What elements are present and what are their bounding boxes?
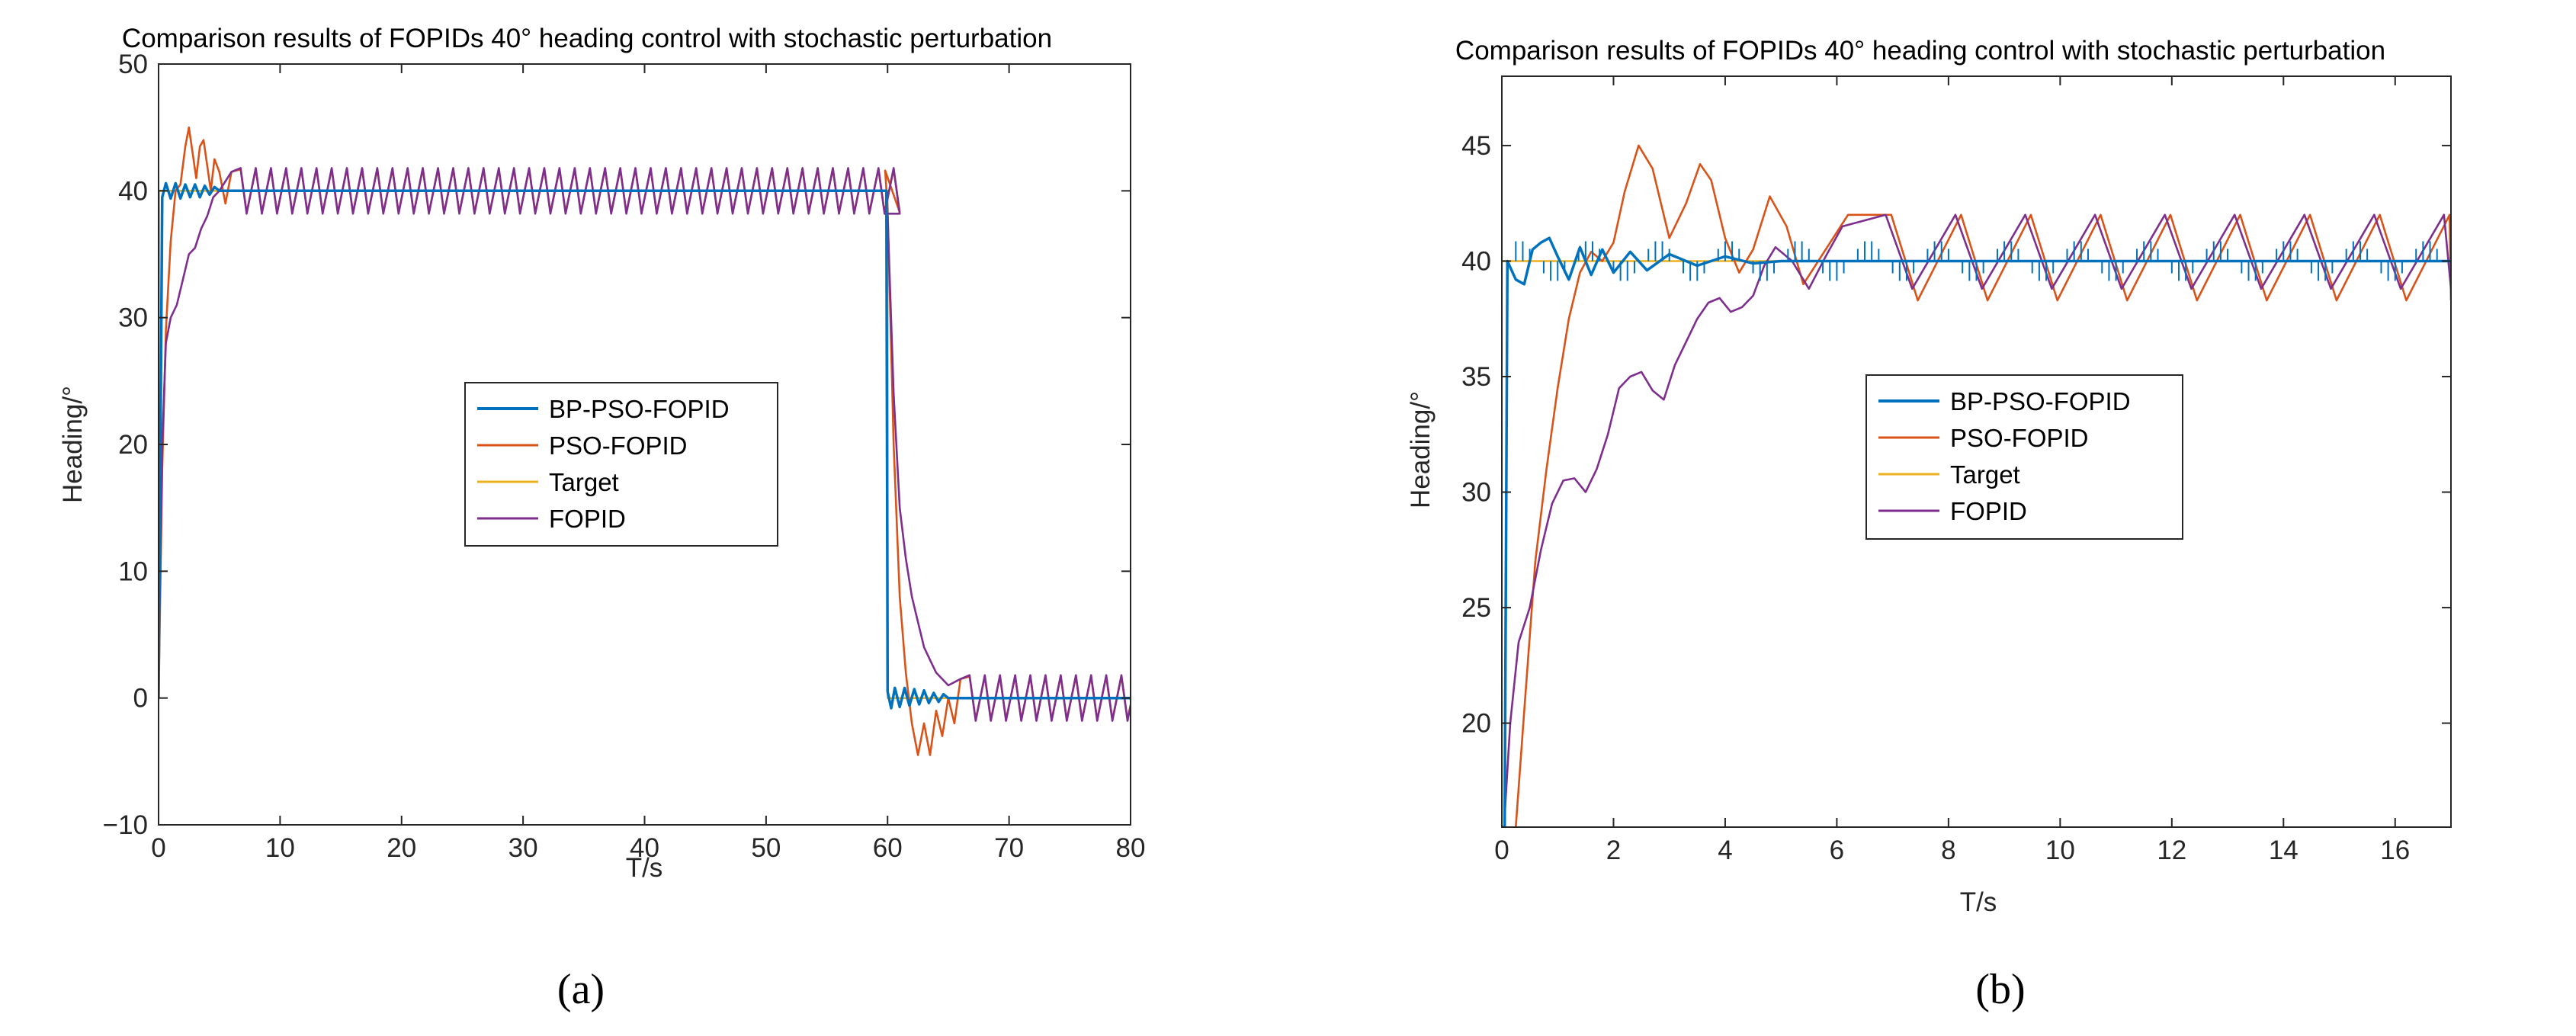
chart-a-ytick-label: 10 xyxy=(118,556,148,586)
panel-b-caption: (b) xyxy=(1975,966,2025,1013)
chart-a-ytick-label: 20 xyxy=(118,430,148,460)
chart-b-ytick-label: 40 xyxy=(1461,246,1491,276)
chart-b-xtick-label: 2 xyxy=(1606,836,1621,865)
chart-b-ytick-label: 45 xyxy=(1461,131,1491,161)
chart-b-ylabel: Heading/° xyxy=(1406,391,1436,508)
chart-a-ytick-label: 30 xyxy=(118,303,148,333)
chart-b-ticks: 0 2 4 6 8 10 12 14 16 20 25 30 35 40 45 xyxy=(1461,76,2451,865)
chart-b-xtick-label: 16 xyxy=(2380,836,2410,865)
panel-a-caption: (a) xyxy=(557,966,605,1013)
chart-b-legend-label: Target xyxy=(1950,460,2020,489)
chart-a-xtick-label: 60 xyxy=(873,833,903,863)
chart-a-ytick-label: −10 xyxy=(103,810,148,840)
chart-b-ytick-label: 25 xyxy=(1461,593,1491,623)
chart-a-xtick-label: 0 xyxy=(151,833,165,863)
chart-a-xtick-label: 10 xyxy=(265,833,295,863)
chart-b-axes-box xyxy=(1501,75,2452,828)
chart-a-legend-label: FOPID xyxy=(549,505,626,533)
chart-b-ytick-label: 30 xyxy=(1461,478,1491,508)
chart-a-legend-label: BP-PSO-FOPID xyxy=(549,395,730,423)
chart-a-legend-label: Target xyxy=(549,468,619,496)
chart-a-ytick-label: 0 xyxy=(133,684,148,714)
chart-a-series-bp-pso-fopid xyxy=(159,181,1131,710)
chart-a: Comparison results of FOPIDs 40° heading… xyxy=(58,24,1145,883)
chart-a-xtick-label: 50 xyxy=(751,833,781,863)
chart-b: Comparison results of FOPIDs 40° heading… xyxy=(1406,36,2452,917)
chart-a-xlabel: T/s xyxy=(626,853,663,883)
chart-b-xtick-label: 0 xyxy=(1494,836,1509,865)
chart-b-legend-label: FOPID xyxy=(1950,497,2027,525)
chart-b-legend: BP-PSO-FOPID PSO-FOPID Target FOPID xyxy=(1865,374,2183,540)
chart-b-legend-label: PSO-FOPID xyxy=(1950,424,2089,452)
chart-a-xtick-label: 70 xyxy=(994,833,1024,863)
chart-b-xlabel: T/s xyxy=(1960,887,1997,917)
chart-a-xtick-label: 80 xyxy=(1116,833,1146,863)
chart-a-xtick-label: 40 xyxy=(630,833,659,863)
chart-b-ytick-label: 35 xyxy=(1461,362,1491,392)
chart-b-title: Comparison results of FOPIDs 40° heading… xyxy=(1455,36,2385,66)
chart-b-series-pso-fopid xyxy=(1515,144,2451,827)
chart-b-series-group xyxy=(1502,144,2451,827)
chart-a-legend-label: PSO-FOPID xyxy=(549,431,688,460)
chart-a-series-fopid xyxy=(159,167,1131,722)
chart-b-xtick-label: 8 xyxy=(1941,836,1955,865)
chart-b-ytick-label: 20 xyxy=(1461,709,1491,739)
chart-a-ylabel: Heading/° xyxy=(58,386,88,503)
chart-b-legend-label: BP-PSO-FOPID xyxy=(1950,387,2131,415)
chart-a-xtick-label: 30 xyxy=(508,833,538,863)
chart-b-xtick-label: 10 xyxy=(2045,836,2075,865)
chart-a-ytick-label: 40 xyxy=(118,176,148,206)
chart-a-title: Comparison results of FOPIDs 40° heading… xyxy=(122,24,1052,53)
chart-b-xtick-label: 14 xyxy=(2269,836,2299,865)
chart-a-xtick-label: 20 xyxy=(387,833,416,863)
chart-b-series-fopid xyxy=(1503,213,2451,816)
chart-a-ytick-label: 50 xyxy=(118,50,148,79)
chart-b-xtick-label: 12 xyxy=(2157,836,2186,865)
chart-b-xtick-label: 4 xyxy=(1718,836,1732,865)
chart-b-xtick-label: 6 xyxy=(1830,836,1844,865)
chart-a-legend: BP-PSO-FOPID PSO-FOPID Target FOPID xyxy=(464,382,778,547)
